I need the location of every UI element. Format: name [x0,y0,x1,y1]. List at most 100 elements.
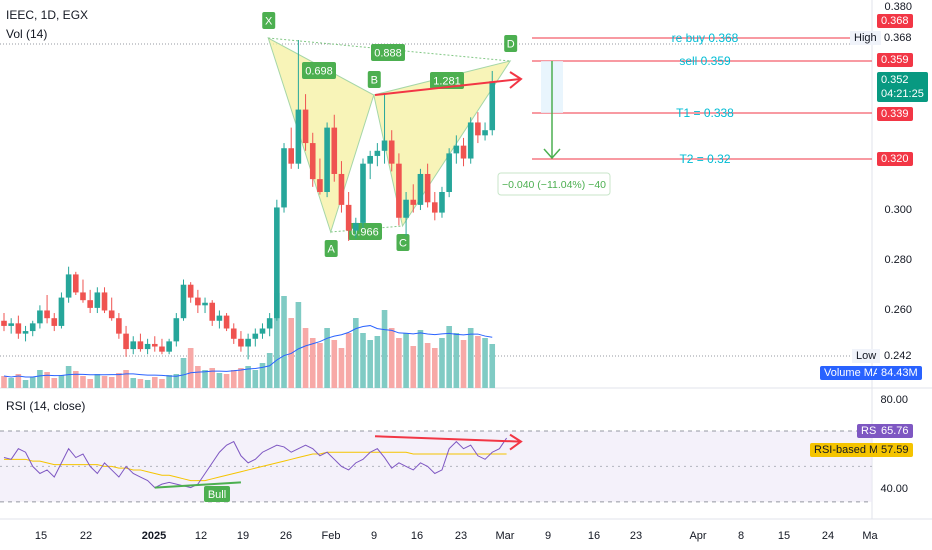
candle-body [281,148,287,208]
candle-body [489,81,496,131]
volume-bar [187,348,194,388]
time-tick: Ma [862,530,878,542]
candle-body [460,145,467,159]
pattern-ratio: 0.698 [305,66,333,78]
candle-body [367,155,373,164]
volume-bar [309,338,316,388]
pattern-ratio-box [371,44,405,61]
volume-bar [223,374,230,388]
volume-bar [360,333,366,388]
volume-bar [166,375,172,388]
candle-body [230,328,237,339]
volume-bar [173,374,180,388]
candle-body [475,122,481,136]
candle-body [381,140,388,151]
candle-body [467,122,474,159]
volume-bar [101,376,108,388]
pattern-point-D [504,35,518,52]
candle-body [29,323,36,332]
rsi-pane: Bull [0,430,872,503]
volume-bar [37,370,43,388]
candle-body [338,173,345,205]
volume-bar [65,366,72,388]
axes: 0.380 0.300 0.280 0.260 80.00 40.00 15 22 2025 12… [35,1,912,542]
measure-arrowhead [543,148,561,160]
price-tag-0320: 0.320 [877,152,913,166]
candle-body [417,173,424,205]
candle-body [123,333,129,350]
candle-body [65,274,72,298]
divergence-line [374,78,521,96]
time-tick: 9 [371,530,377,542]
high-label: High [850,31,881,45]
volume-bar [195,366,201,388]
volume-bar [417,330,424,388]
pattern-ratio-box [430,72,464,89]
time-tick: Feb [322,530,341,542]
volume-bar [489,344,496,388]
pattern-point-C [396,234,410,251]
level-label: re buy 0.368 [672,31,739,45]
volume-bar [374,336,381,388]
time-tick: 24 [822,530,834,542]
candle-body [353,222,359,231]
candle-body [37,310,43,324]
volume-bar [1,376,7,388]
volume-bar [130,378,137,388]
time-tick: 26 [280,530,292,542]
candle-body [482,130,488,136]
candle-body [130,341,137,350]
price-tick: 0.380 [884,1,912,13]
volume-bar [432,348,438,388]
time-tick: 19 [237,530,249,542]
volume-bar [446,326,452,388]
candle-body [8,323,14,326]
price-tick: 0.280 [884,254,912,266]
candle-body [22,331,29,334]
candle-body [446,153,452,192]
volume-bar [482,338,488,388]
candle-body [73,274,79,293]
volume-bar [252,370,259,388]
time-tick: 23 [455,530,467,542]
volume-bar [331,340,338,388]
volume-bar [80,376,86,388]
volume-bar [209,368,216,388]
volume-bar [281,296,287,388]
volume-bar [266,353,273,388]
pattern-point-label-D: D [507,39,515,51]
candle-body [44,310,50,319]
candle-body [58,297,65,326]
rsi-bull-divergence [154,481,242,489]
volume-bar [151,377,158,388]
rsi-legend[interactable]: RSI (14, close) [6,399,86,413]
volume-bar [381,310,388,388]
volume-bar [274,293,280,388]
volume-bar [44,372,50,388]
candle-body [295,109,302,164]
candle-body [15,323,22,334]
volume-bar [302,328,309,388]
time-tick: 8 [738,530,744,542]
volume-legend[interactable]: Vol (14) [6,27,48,41]
volume-bar [345,333,352,388]
candle-body [388,140,395,164]
volume-bar [51,378,58,388]
price-levels: re buy 0.368 sell 0.359 T1 = 0.338 T2 = 0.3… [374,31,872,196]
level-label: T1 = 0.338 [676,106,734,120]
candle-body [180,284,187,319]
measure-label: −0.040 (−11.04%) −40 [502,179,606,191]
high-value: 0.368 [884,32,912,44]
time-tick: 15 [778,530,790,542]
volume-bar [73,371,79,388]
pattern-point-B [367,71,381,88]
volume-bar [324,328,330,388]
symbol-title[interactable]: IEEC, 1D, EGX [6,8,89,22]
time-tick: 9 [545,530,551,542]
time-tick: 16 [588,530,600,542]
volume-bar [453,333,460,388]
candle-body [238,338,244,347]
rsi-arrowhead [509,433,523,451]
